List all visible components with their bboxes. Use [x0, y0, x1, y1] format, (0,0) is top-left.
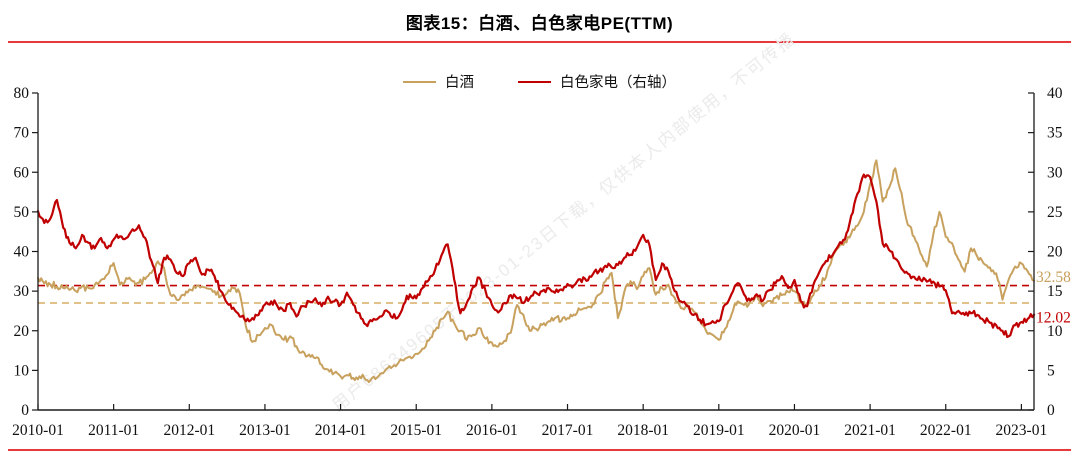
bottom-divider: [8, 449, 1071, 451]
x-axis-tick-label: 2012-01: [163, 422, 215, 439]
chart-title: 图表15：白酒、白色家电PE(TTM): [405, 14, 674, 33]
chart-legend: 白酒 白色家电（右轴）: [0, 71, 1079, 92]
series-line-white-appliances: [36, 173, 1036, 339]
x-axis-tick-label: 2019-01: [693, 422, 745, 439]
left-axis-tick-label: 60: [14, 164, 30, 181]
x-axis-tick-label: 2020-01: [769, 422, 821, 439]
right-axis-tick-label: 15: [1047, 283, 1063, 300]
x-axis-tick-label: 2022-01: [920, 422, 972, 439]
left-axis-tick-label: 10: [14, 362, 30, 379]
last-value-label-baijiu: 32.58: [1036, 269, 1071, 286]
left-axis-tick-label: 0: [21, 402, 29, 419]
x-axis-tick-label: 2017-01: [542, 422, 594, 439]
right-axis-tick-label: 30: [1047, 164, 1063, 181]
right-axis-tick-label: 0: [1047, 402, 1055, 419]
legend-label-baijiu: 白酒: [445, 75, 474, 91]
watermark-text: 用户686349605于2023-01-23日下载，仅供本人内部使用，不可传播: [328, 28, 799, 415]
right-axis-tick-label: 5: [1047, 362, 1055, 379]
right-axis-tick-label: 35: [1047, 125, 1063, 142]
right-axis-tick-label: 10: [1047, 323, 1063, 340]
right-axis-tick-label: 40: [1047, 85, 1063, 102]
baijiu-line-swatch: [403, 80, 436, 83]
last-value-label-white-appliances: 12.02: [1036, 310, 1071, 327]
left-axis-tick-label: 20: [14, 323, 30, 340]
legend-item-white-appliances: 白色家电（右轴）: [518, 71, 676, 92]
white-appliances-line-swatch: [518, 80, 551, 83]
right-axis-tick-label: 20: [1047, 244, 1063, 261]
left-axis-tick-label: 30: [14, 283, 30, 300]
x-axis-tick-label: 2023-01: [996, 422, 1048, 439]
right-axis-tick-label: 25: [1047, 204, 1063, 221]
left-axis-tick-label: 70: [14, 125, 30, 142]
x-axis-tick-label: 2010-01: [12, 422, 64, 439]
x-axis-tick-label: 2011-01: [88, 422, 139, 439]
legend-item-baijiu: 白酒: [403, 71, 474, 92]
top-divider: [8, 41, 1071, 43]
series-line-baijiu: [37, 159, 1035, 384]
x-axis-tick-label: 2021-01: [844, 422, 896, 439]
left-axis-tick-label: 80: [14, 85, 30, 102]
left-axis-tick-label: 50: [14, 204, 30, 221]
x-axis-tick-label: 2014-01: [315, 422, 367, 439]
left-axis-tick-label: 40: [14, 244, 30, 261]
x-axis-tick-label: 2016-01: [466, 422, 518, 439]
x-axis-tick-label: 2013-01: [239, 422, 291, 439]
legend-label-white-appliances: 白色家电（右轴）: [560, 75, 676, 91]
x-axis-tick-label: 2015-01: [390, 422, 442, 439]
x-axis-tick-label: 2018-01: [617, 422, 669, 439]
